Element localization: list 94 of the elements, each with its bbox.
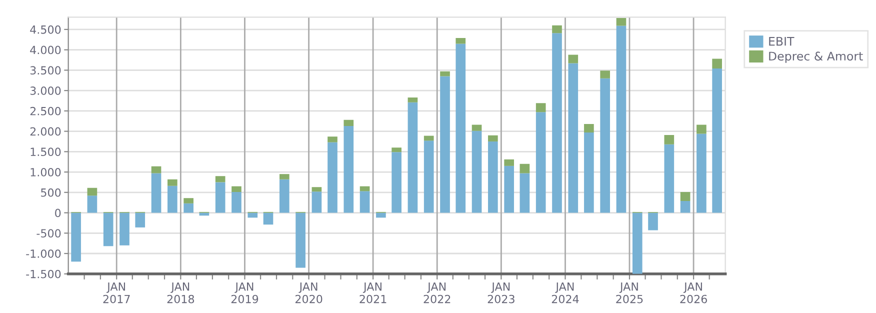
bar: [472, 130, 482, 213]
x-tick-label: JAN 2019: [231, 282, 258, 304]
y-tick-label: 2.000: [30, 127, 61, 136]
bar: [504, 159, 514, 166]
bar: [680, 192, 690, 201]
bar: [632, 212, 642, 274]
bar: [328, 136, 338, 142]
bar: [71, 212, 81, 262]
bar: [168, 186, 178, 213]
bar: [552, 33, 562, 213]
bar: [648, 212, 658, 230]
bar: [568, 54, 578, 64]
bar: [87, 196, 98, 213]
bar: [664, 144, 674, 213]
bar: [552, 25, 562, 34]
bar: [184, 198, 194, 204]
bar: [424, 136, 434, 141]
bar: [600, 70, 610, 78]
legend-label: EBIT: [769, 36, 794, 46]
bar: [440, 76, 450, 213]
bar: [279, 179, 290, 213]
bar: [312, 192, 322, 213]
bar: [135, 212, 146, 228]
x-tick-label: JAN 2017: [103, 282, 130, 304]
legend-label: Deprec & Amort: [769, 52, 863, 63]
bar: [376, 212, 386, 218]
bar: [712, 68, 722, 213]
bar: [616, 26, 626, 213]
bar: [328, 142, 338, 213]
bar: [151, 173, 162, 213]
bar: [680, 200, 690, 213]
bar: [232, 192, 242, 213]
bar: [616, 18, 626, 26]
bar: [456, 44, 466, 213]
bar: [392, 152, 402, 213]
bar: [536, 103, 546, 112]
bar: [392, 148, 402, 152]
bar: [408, 102, 418, 213]
bar: [263, 212, 274, 225]
bar: [504, 166, 514, 213]
bar: [488, 141, 498, 213]
x-tick-label: JAN 2022: [424, 282, 450, 304]
bar: [232, 186, 242, 192]
x-tick-label: JAN 2025: [616, 282, 643, 304]
bar: [664, 134, 674, 144]
bar: [584, 132, 594, 213]
x-tick-label: JAN 2024: [552, 282, 579, 304]
bar: [584, 124, 594, 133]
bar: [696, 134, 706, 213]
y-tick-label: 4.000: [30, 46, 61, 54]
bar: [440, 71, 450, 76]
bar: [87, 188, 98, 196]
y-tick-label: 4.500: [30, 25, 61, 34]
bar: [520, 173, 530, 213]
bar: [215, 182, 226, 213]
bar: [712, 58, 722, 69]
y-tick-label: -1.000: [26, 249, 61, 258]
x-tick-label: JAN 2021: [360, 282, 386, 304]
bar: [168, 179, 178, 186]
bar: [215, 176, 226, 182]
bar: [472, 124, 482, 131]
bar: [151, 166, 162, 174]
x-tick-label: JAN 2018: [167, 282, 194, 304]
bar: [568, 63, 578, 213]
y-tick-label: 2.500: [30, 106, 61, 116]
x-tick-label: JAN 2023: [488, 282, 514, 304]
y-tick-label: 1.000: [30, 168, 61, 176]
bar: [279, 174, 290, 180]
y-tick-label: 1.500: [30, 148, 61, 156]
bar: [312, 187, 322, 192]
bar: [296, 212, 306, 268]
bar: [344, 126, 354, 213]
bar: [520, 164, 530, 174]
y-tick-label: 3.000: [30, 86, 61, 95]
bar: [344, 120, 354, 126]
bar: [120, 212, 130, 246]
bar: [600, 78, 610, 213]
bar: [248, 212, 258, 218]
y-tick-label: -1.500: [26, 270, 61, 278]
y-tick-label: 0: [55, 208, 61, 218]
bar: [456, 38, 466, 44]
bar: [536, 112, 546, 213]
y-tick-label: 500: [41, 188, 61, 197]
bar: [408, 97, 418, 102]
x-tick-label: JAN 2020: [295, 282, 322, 304]
bar: [184, 203, 194, 213]
bar: [103, 212, 114, 246]
y-tick-label: -500: [36, 229, 61, 238]
y-tick-label: 3.500: [30, 66, 61, 75]
bar: [488, 135, 498, 142]
x-tick-label: JAN 2026: [680, 282, 707, 304]
bar: [696, 124, 706, 134]
bar: [360, 191, 370, 213]
bar: [424, 140, 434, 213]
